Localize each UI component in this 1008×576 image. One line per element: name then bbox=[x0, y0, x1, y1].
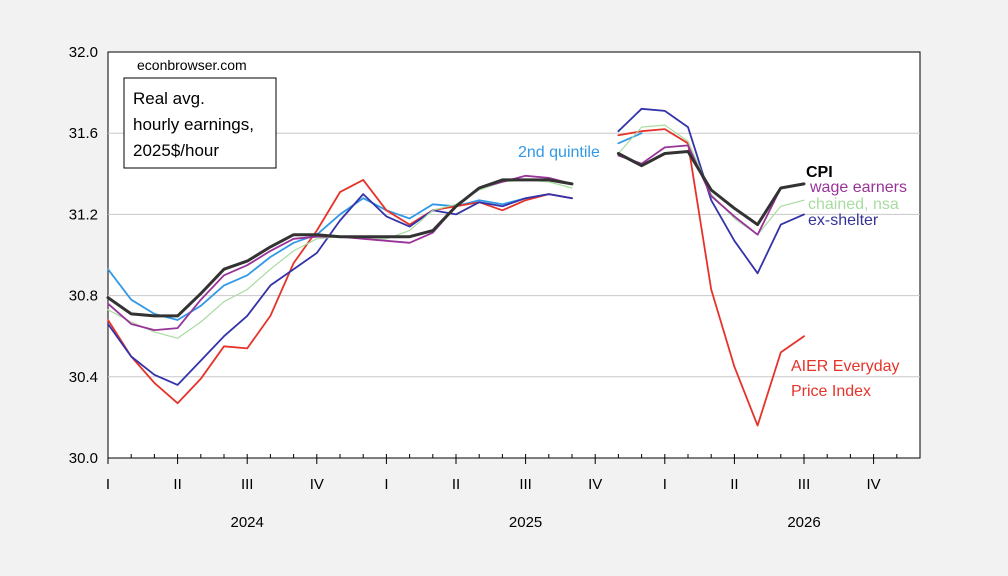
series-line-wage-earners bbox=[617, 144, 805, 236]
label-wage-earners: wage earners bbox=[809, 179, 907, 196]
x-quarter-label: II bbox=[452, 476, 460, 493]
x-quarter-label: IV bbox=[310, 476, 324, 493]
y-tick-label: 31.6 bbox=[69, 125, 98, 142]
annotation-line-3: 2025$/hour bbox=[133, 141, 219, 160]
axes: 30.030.430.831.231.632.0I II III IV I II III IV… bbox=[69, 44, 921, 531]
series-line-aier-everyday-price-index bbox=[617, 128, 805, 427]
annotation-box: Real avg. hourly earnings, 2025$/hour bbox=[123, 77, 277, 169]
x-quarter-label: III bbox=[241, 476, 254, 493]
x-quarter-label: I bbox=[663, 476, 667, 493]
series-line-2nd-quintile bbox=[617, 132, 643, 145]
label-chained-nsa: chained, nsa bbox=[808, 196, 899, 213]
series-line-aier-everyday-price-index bbox=[107, 179, 573, 405]
y-tick-label: 30.4 bbox=[69, 369, 98, 386]
x-quarter-label: II bbox=[730, 476, 738, 493]
label-aier-line-1: AIER Everyday bbox=[791, 358, 899, 375]
x-year-label: 2024 bbox=[231, 514, 264, 531]
y-tick-label: 30.0 bbox=[69, 450, 98, 467]
label-cpi: CPI bbox=[806, 164, 833, 181]
x-quarter-label: IV bbox=[867, 476, 881, 493]
x-quarter-label: III bbox=[798, 476, 811, 493]
x-quarter-label: I bbox=[106, 476, 110, 493]
series-line-cpi bbox=[616, 150, 806, 227]
label-aier-line-2: Price Index bbox=[791, 383, 871, 400]
x-year-label: 2025 bbox=[509, 514, 542, 531]
x-quarter-label: IV bbox=[588, 476, 602, 493]
series-line-ex-shelter bbox=[617, 107, 805, 275]
y-tick-label: 30.8 bbox=[69, 288, 98, 305]
label-2nd-quintile: 2nd quintile bbox=[518, 144, 600, 161]
x-quarter-label: I bbox=[384, 476, 388, 493]
series-layer bbox=[106, 107, 806, 427]
label-ex-shelter: ex-shelter bbox=[808, 212, 879, 229]
y-tick-label: 31.2 bbox=[69, 206, 98, 223]
annotation-line-2: hourly earnings, bbox=[133, 115, 254, 134]
annotation-line-1: Real avg. bbox=[133, 89, 205, 108]
x-quarter-label: II bbox=[173, 476, 181, 493]
series-line-ex-shelter bbox=[107, 193, 573, 386]
source-note: econbrowser.com bbox=[137, 57, 247, 73]
gridlines bbox=[108, 132, 920, 378]
x-quarter-label: III bbox=[519, 476, 532, 493]
x-year-label: 2026 bbox=[787, 514, 820, 531]
series-line-2nd-quintile bbox=[107, 193, 573, 321]
series-line-cpi bbox=[106, 178, 574, 318]
y-tick-label: 32.0 bbox=[69, 44, 98, 61]
